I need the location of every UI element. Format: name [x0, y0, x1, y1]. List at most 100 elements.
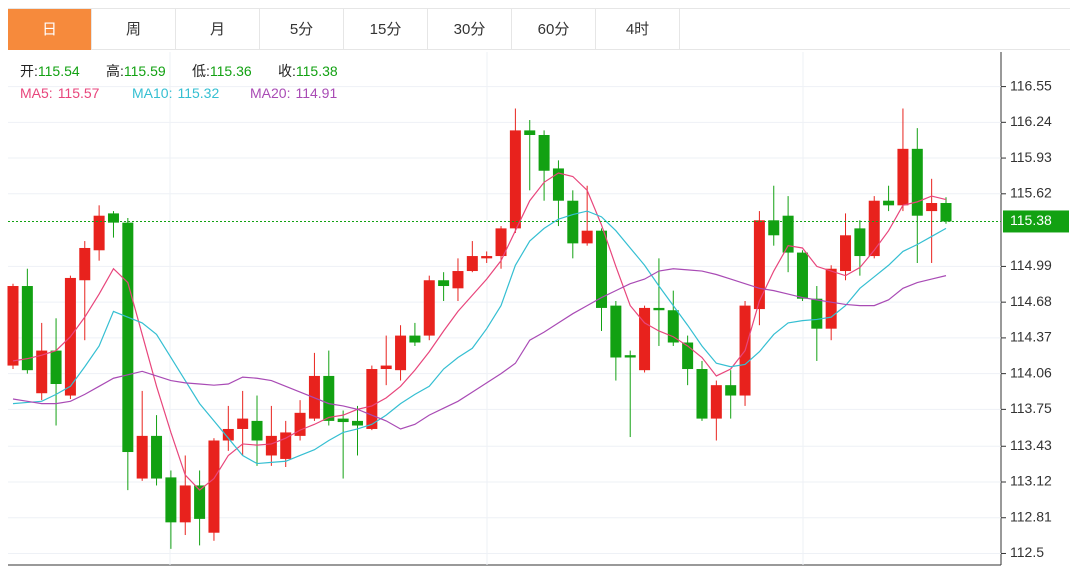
candle-body — [409, 335, 421, 343]
candle-body — [50, 350, 62, 385]
period-tab[interactable]: 月 — [176, 9, 260, 50]
period-tab[interactable]: 15分 — [344, 9, 428, 50]
candle-body — [36, 350, 48, 394]
ohlc-item: 收:115.38 — [278, 63, 338, 79]
y-tick-label: 114.99 — [1010, 257, 1052, 273]
candle-body — [208, 440, 220, 533]
last-price-label: 115.38 — [1010, 212, 1052, 228]
candle-body — [107, 213, 119, 223]
period-tab[interactable]: 60分 — [512, 9, 596, 50]
ohlc-item: 低:115.36 — [192, 63, 252, 79]
y-tick-label: 113.43 — [1010, 437, 1052, 453]
candle-body — [639, 307, 651, 371]
candle-body — [911, 148, 923, 216]
candle-body — [165, 477, 177, 523]
y-tick-label: 112.5 — [1010, 544, 1044, 560]
candle-body — [438, 280, 450, 287]
candle-body — [710, 385, 722, 419]
candle-body — [179, 485, 191, 523]
ohlc-item: 开:115.54 — [20, 63, 80, 79]
ma-line — [12, 210, 947, 465]
ma-value: 115.57 — [58, 85, 100, 101]
y-tick-label: 113.75 — [1010, 400, 1052, 416]
candle-body — [294, 412, 306, 436]
candle-body — [7, 286, 19, 366]
candle-body — [452, 271, 464, 289]
ohlc-label: 收: — [278, 63, 296, 79]
y-tick-label: 116.24 — [1010, 113, 1052, 129]
ma-legend: MA20: 114.91 — [250, 85, 337, 101]
candle-body — [337, 418, 349, 423]
ohlc-item: 高:115.59 — [106, 63, 166, 79]
y-tick-label: 113.12 — [1010, 473, 1052, 489]
ohlc-label: 低: — [192, 63, 210, 79]
y-tick-label: 114.06 — [1010, 364, 1052, 380]
period-tab[interactable]: 5分 — [260, 9, 344, 50]
candle-body — [79, 247, 91, 281]
candle-body — [897, 148, 909, 206]
ma-value: 115.32 — [177, 85, 219, 101]
candle-body — [21, 286, 33, 371]
candle-body — [423, 280, 435, 336]
period-tab[interactable]: 周 — [92, 9, 176, 50]
ohlc-value: 115.38 — [296, 63, 338, 79]
candle-body — [753, 220, 765, 310]
candle-body — [868, 200, 880, 257]
ohlc-value: 115.59 — [124, 63, 166, 79]
ma-line — [12, 268, 947, 430]
ma-legend: MA10: 115.32 — [132, 85, 219, 101]
period-tab[interactable]: 日 — [8, 9, 92, 50]
candle-body — [323, 375, 335, 421]
y-tick-label: 114.68 — [1010, 293, 1052, 309]
candle-body — [466, 256, 478, 272]
candle-body — [926, 203, 938, 212]
ohlc-label: 开: — [20, 63, 38, 79]
period-tab[interactable]: 30分 — [428, 9, 512, 50]
period-tabs: 日周月 5分 15分 30分 60分 4时 — [8, 8, 1070, 50]
candle-body — [883, 200, 895, 206]
candle-body — [395, 335, 407, 371]
candle-body — [653, 307, 665, 311]
y-tick-label: 114.37 — [1010, 329, 1052, 345]
candle-body — [854, 228, 866, 257]
candle-body — [251, 420, 263, 441]
candle-body — [725, 385, 737, 396]
candle-body — [667, 310, 679, 343]
candle-body — [151, 435, 163, 479]
candle-body — [122, 222, 134, 453]
candle-body — [782, 215, 794, 253]
ma-name: MA20: — [250, 85, 290, 101]
candle-body — [265, 435, 277, 456]
y-tick-label: 115.93 — [1010, 149, 1052, 165]
y-tick-label: 112.81 — [1010, 508, 1052, 524]
candle-body — [596, 230, 608, 308]
candle-body — [811, 298, 823, 329]
ma-name: MA10: — [132, 85, 172, 101]
candle-body — [825, 268, 837, 329]
candle-body — [538, 135, 550, 171]
candle-body — [481, 256, 493, 259]
candle-body — [280, 432, 292, 459]
candle-body — [567, 200, 579, 244]
candle-body — [624, 355, 636, 358]
candle-body — [610, 305, 622, 358]
candle-body — [351, 420, 363, 426]
ma-name: MA5: — [20, 85, 53, 101]
candle-body — [237, 418, 249, 429]
candle-body — [93, 215, 105, 251]
candle-body — [136, 435, 148, 479]
y-tick-label: 116.55 — [1010, 77, 1052, 93]
candle-body — [509, 130, 521, 229]
candle-body — [840, 235, 852, 272]
y-tick-label: 115.62 — [1010, 184, 1052, 200]
candle-body — [682, 342, 694, 370]
ohlc-value: 115.54 — [38, 63, 80, 79]
candle-body — [796, 252, 808, 299]
ohlc-value: 115.36 — [210, 63, 252, 79]
candle-body — [940, 203, 952, 222]
ma-value: 114.91 — [295, 85, 337, 101]
period-tab[interactable]: 4时 — [596, 9, 680, 50]
ohlc-label: 高: — [106, 63, 124, 79]
